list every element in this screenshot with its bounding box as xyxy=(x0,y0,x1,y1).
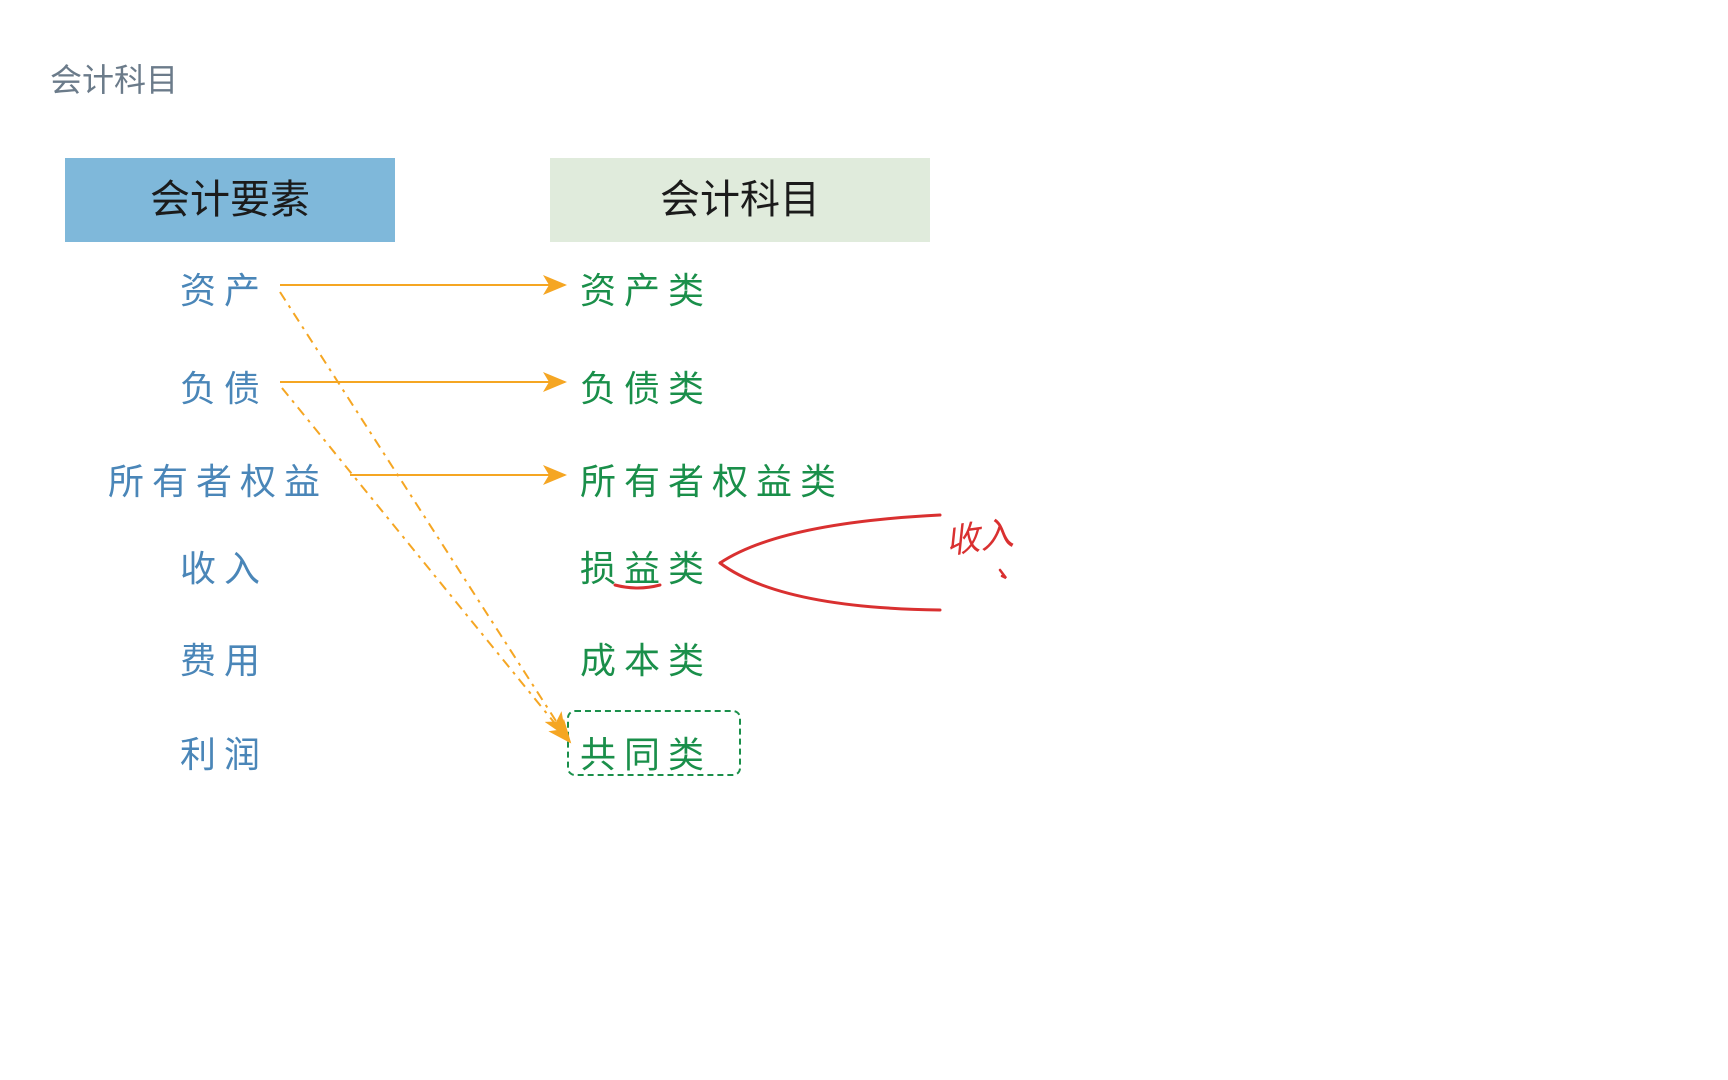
right-item-1: 负债类 xyxy=(580,360,712,412)
left-item-0: 资产 xyxy=(180,262,268,314)
left-item-5: 利润 xyxy=(180,726,268,778)
left-item-4: 费用 xyxy=(180,632,268,684)
left-item-1: 负债 xyxy=(180,360,268,412)
dashed-box-common xyxy=(567,710,741,776)
right-item-4: 成本类 xyxy=(580,632,712,684)
handwritten-annotation: 收入 xyxy=(942,506,1016,564)
header-right: 会计科目 xyxy=(550,158,930,242)
page-title: 会计科目 xyxy=(50,55,178,101)
left-item-2: 所有者权益 xyxy=(108,453,328,505)
right-item-3: 损益类 xyxy=(580,540,712,592)
diagram-page: 会计科目 会计要素 会计科目 资产 负债 所有者权益 收入 费用 利润 资产类 … xyxy=(0,0,1728,1080)
left-item-3: 收入 xyxy=(180,540,268,592)
right-item-2: 所有者权益类 xyxy=(580,453,844,505)
header-left: 会计要素 xyxy=(65,158,395,242)
right-item-0: 资产类 xyxy=(580,262,712,314)
